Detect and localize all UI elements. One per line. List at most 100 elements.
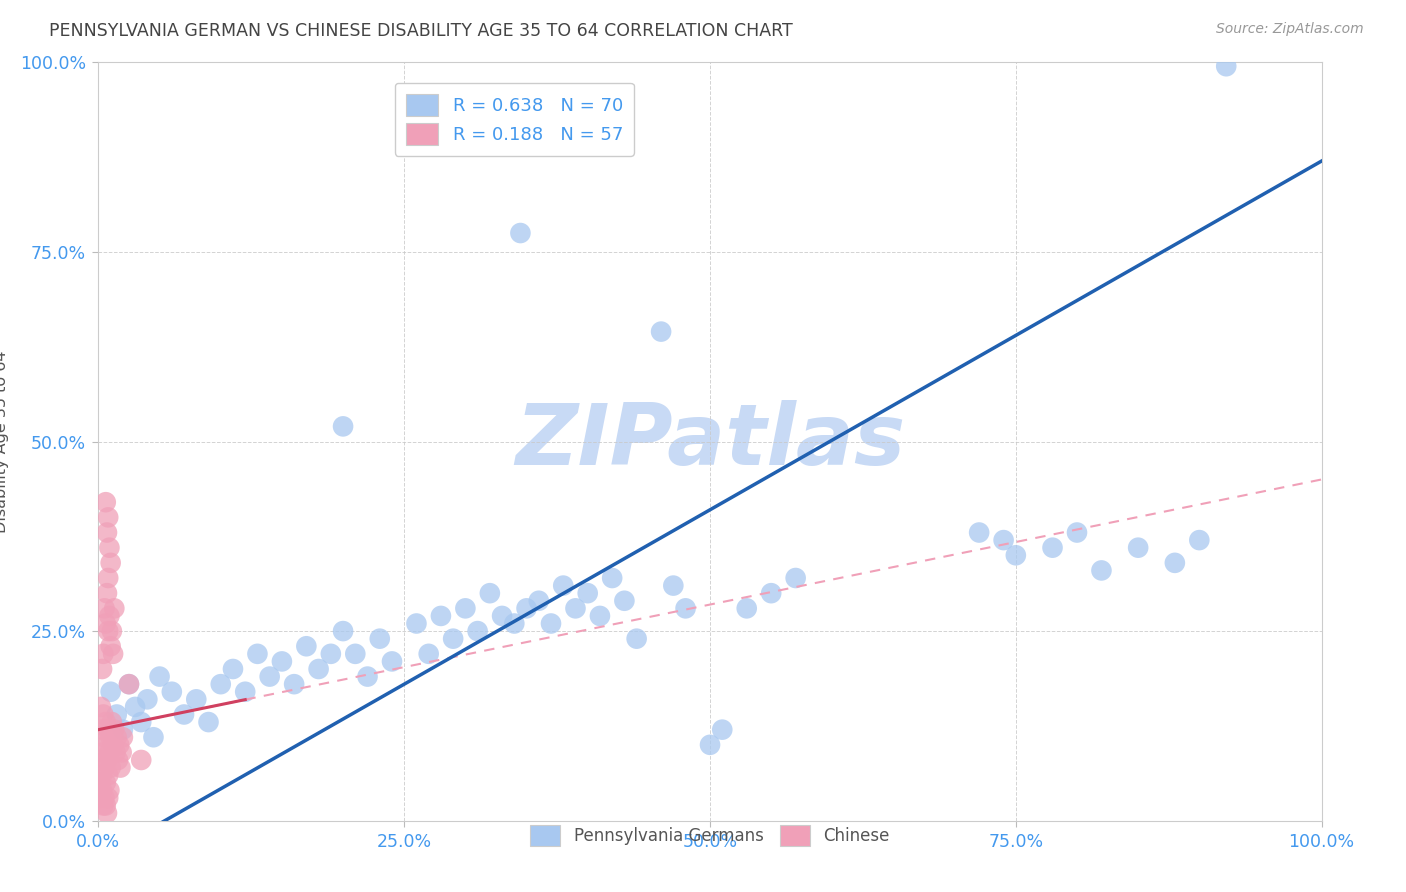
Point bbox=[527, 594, 550, 608]
Point bbox=[160, 685, 183, 699]
Point bbox=[93, 791, 115, 805]
Point bbox=[97, 791, 120, 805]
Point bbox=[186, 692, 208, 706]
Point bbox=[197, 715, 219, 730]
Point bbox=[101, 715, 124, 730]
Point bbox=[540, 616, 562, 631]
Point bbox=[100, 556, 122, 570]
Point bbox=[149, 669, 172, 683]
Point bbox=[576, 586, 599, 600]
Point bbox=[91, 798, 114, 813]
Point bbox=[111, 723, 134, 737]
Point bbox=[94, 715, 117, 730]
Point bbox=[209, 677, 232, 691]
Point bbox=[96, 586, 118, 600]
Point bbox=[295, 639, 318, 653]
Point bbox=[91, 647, 114, 661]
Point bbox=[503, 616, 526, 631]
Point bbox=[98, 783, 121, 797]
Text: PENNSYLVANIA GERMAN VS CHINESE DISABILITY AGE 35 TO 64 CORRELATION CHART: PENNSYLVANIA GERMAN VS CHINESE DISABILIT… bbox=[49, 22, 793, 40]
Point bbox=[98, 746, 121, 760]
Point bbox=[105, 730, 128, 744]
Point bbox=[90, 699, 112, 714]
Point bbox=[699, 738, 721, 752]
Point bbox=[129, 753, 152, 767]
Point bbox=[600, 571, 623, 585]
Point bbox=[650, 325, 672, 339]
Point bbox=[283, 677, 305, 691]
Point bbox=[626, 632, 648, 646]
Point bbox=[103, 601, 125, 615]
Point bbox=[98, 608, 121, 623]
Point bbox=[589, 608, 612, 623]
Point bbox=[91, 746, 114, 760]
Point bbox=[105, 707, 128, 722]
Point bbox=[91, 783, 114, 797]
Point bbox=[93, 760, 115, 774]
Point bbox=[103, 723, 125, 737]
Point bbox=[97, 723, 120, 737]
Point bbox=[94, 616, 117, 631]
Point bbox=[94, 776, 117, 790]
Point bbox=[96, 525, 118, 540]
Point bbox=[111, 730, 134, 744]
Point bbox=[100, 730, 122, 744]
Point bbox=[142, 730, 165, 744]
Point bbox=[97, 624, 120, 639]
Point bbox=[96, 753, 118, 767]
Point bbox=[90, 753, 112, 767]
Point bbox=[222, 662, 245, 676]
Point bbox=[467, 624, 489, 639]
Point bbox=[96, 738, 118, 752]
Point bbox=[118, 677, 141, 691]
Point bbox=[91, 662, 114, 676]
Point bbox=[564, 601, 586, 615]
Point bbox=[233, 685, 256, 699]
Point bbox=[104, 746, 127, 760]
Point bbox=[93, 601, 115, 615]
Point bbox=[761, 586, 783, 600]
Point bbox=[91, 768, 114, 782]
Point bbox=[308, 662, 330, 676]
Point bbox=[1066, 525, 1088, 540]
Point bbox=[332, 419, 354, 434]
Point bbox=[993, 533, 1015, 548]
Point bbox=[96, 806, 118, 821]
Point bbox=[967, 525, 990, 540]
Y-axis label: Disability Age 35 to 64: Disability Age 35 to 64 bbox=[0, 351, 8, 533]
Point bbox=[1042, 541, 1064, 555]
Point bbox=[101, 647, 124, 661]
Point bbox=[785, 571, 807, 585]
Point bbox=[1164, 556, 1187, 570]
Point bbox=[259, 669, 281, 683]
Point bbox=[1004, 548, 1026, 563]
Point bbox=[100, 685, 122, 699]
Point bbox=[368, 632, 391, 646]
Point bbox=[101, 624, 124, 639]
Point bbox=[553, 579, 575, 593]
Point bbox=[515, 601, 537, 615]
Point bbox=[1128, 541, 1150, 555]
Point bbox=[97, 571, 120, 585]
Point bbox=[344, 647, 367, 661]
Point bbox=[173, 707, 195, 722]
Point bbox=[94, 495, 117, 509]
Point bbox=[454, 601, 477, 615]
Point bbox=[94, 798, 117, 813]
Point bbox=[107, 753, 129, 767]
Point bbox=[124, 699, 146, 714]
Point bbox=[100, 639, 122, 653]
Point bbox=[675, 601, 697, 615]
Point bbox=[711, 723, 734, 737]
Point bbox=[89, 776, 111, 790]
Point bbox=[110, 760, 132, 774]
Point bbox=[735, 601, 758, 615]
Point bbox=[270, 655, 294, 669]
Point bbox=[246, 647, 269, 661]
Point bbox=[97, 768, 120, 782]
Point bbox=[93, 730, 115, 744]
Point bbox=[613, 594, 636, 608]
Point bbox=[129, 715, 152, 730]
Point bbox=[91, 723, 114, 737]
Point bbox=[478, 586, 501, 600]
